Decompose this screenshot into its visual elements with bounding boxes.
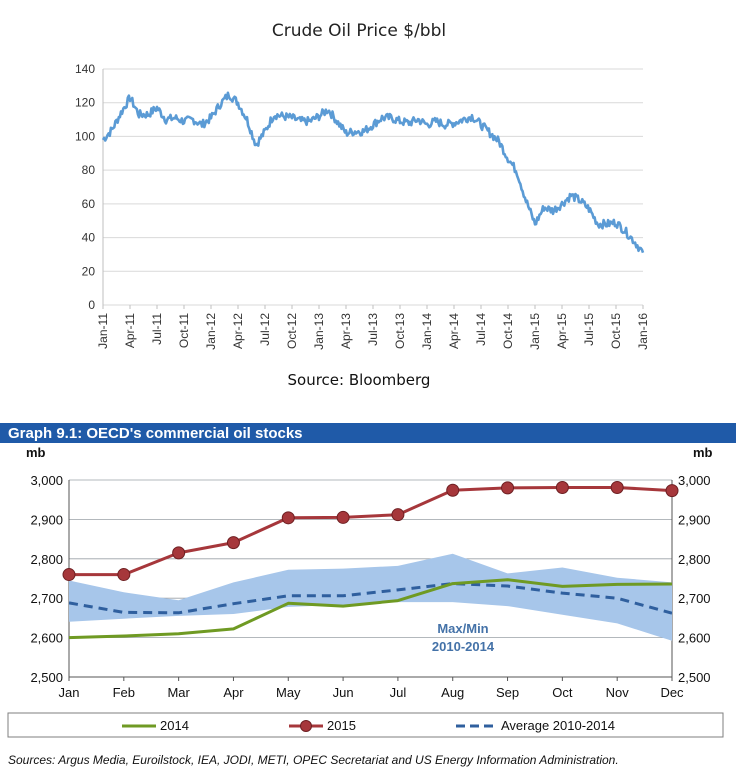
c2-x-tick-label: Dec xyxy=(660,685,684,700)
legend-label-average: Average 2010-2014 xyxy=(501,718,615,733)
c2-x-tick-label: Mar xyxy=(167,685,190,700)
crude-oil-price-line xyxy=(101,91,645,254)
series-marker-2015 xyxy=(226,536,240,550)
c1-x-tick-label: Apr-13 xyxy=(339,313,353,349)
series-marker-2015 xyxy=(555,480,569,494)
c1-y-tick-label: 100 xyxy=(75,129,95,143)
c2-left-tick-label: 3,000 xyxy=(30,473,63,488)
c1-x-tick-label: Oct-13 xyxy=(393,313,407,349)
band-label-line2: 2010-2014 xyxy=(432,639,495,654)
c1-x-tick-label: Jul-15 xyxy=(582,313,596,346)
c1-x-tick-label: Jul-13 xyxy=(366,313,380,346)
oecd-left-y-axis: 2,500 2,600 2,700 2,800 2,900 3,000 xyxy=(30,473,63,685)
c2-x-tick-label: Jun xyxy=(333,685,354,700)
series-marker-2015 xyxy=(446,483,460,497)
c2-left-tick-label: 2,500 xyxy=(30,670,63,685)
c1-y-tick-label: 120 xyxy=(75,96,95,110)
legend-marker-2015 xyxy=(300,720,312,732)
c1-x-tick-label: Oct-11 xyxy=(177,313,191,348)
c2-x-tick-label: Nov xyxy=(606,685,630,700)
crude-oil-x-axis: Jan-11 Apr-11 Jul-11 Oct-11 Jan-12 Apr-12 Jul-… xyxy=(96,305,650,350)
c1-x-tick-label: Jul-14 xyxy=(474,313,488,346)
c1-y-tick-label: 40 xyxy=(82,231,96,245)
oecd-source-note: Sources: Argus Media, Euroilstock, IEA, … xyxy=(8,753,619,767)
series-marker-2015 xyxy=(336,510,350,524)
c2-x-tick-label: Jul xyxy=(390,685,407,700)
c1-x-tick-label: Jul-12 xyxy=(258,313,272,346)
crude-oil-chart: Crude Oil Price $/bbl 0 20 40 60 80 100 120 140… xyxy=(75,21,650,389)
c2-left-tick-label: 2,700 xyxy=(30,591,63,606)
band-label-line1: Max/Min xyxy=(437,621,488,636)
crude-oil-y-axis: 0 20 40 60 80 100 120 140 xyxy=(75,62,95,312)
c2-right-tick-label: 2,800 xyxy=(678,552,711,567)
c2-x-tick-label: Jan xyxy=(59,685,80,700)
c1-y-tick-label: 80 xyxy=(82,163,96,177)
oecd-chart-title: Graph 9.1: OECD's commercial oil stocks xyxy=(8,425,303,442)
c1-y-tick-label: 60 xyxy=(82,197,96,211)
c2-x-tick-label: Feb xyxy=(113,685,135,700)
c1-x-tick-label: Apr-12 xyxy=(231,313,245,349)
c2-left-tick-label: 2,900 xyxy=(30,512,63,527)
c1-x-tick-label: Jul-11 xyxy=(150,313,164,345)
c1-x-tick-label: Jan-12 xyxy=(204,313,218,350)
c2-left-tick-label: 2,800 xyxy=(30,552,63,567)
series-marker-2015 xyxy=(117,568,131,582)
c1-x-tick-label: Jan-11 xyxy=(96,313,110,349)
crude-oil-source: Source: Bloomberg xyxy=(288,371,431,389)
oecd-x-axis: Jan Feb Mar Apr May Jun Jul Aug Sep Oct Nov Dec xyxy=(59,677,684,700)
crude-oil-chart-title: Crude Oil Price $/bbl xyxy=(272,21,446,41)
series-line-2014 xyxy=(68,578,673,640)
c1-x-tick-label: Apr-11 xyxy=(123,313,137,348)
c1-y-tick-label: 20 xyxy=(82,264,96,278)
c2-x-tick-label: Oct xyxy=(552,685,573,700)
series-line-average-2010-2014 xyxy=(68,582,673,615)
series-marker-2015 xyxy=(665,484,679,498)
oecd-gridlines xyxy=(68,479,673,678)
left-axis-unit: mb xyxy=(26,445,46,460)
c1-x-tick-label: Oct-15 xyxy=(609,313,623,349)
c2-right-tick-label: 2,500 xyxy=(678,670,711,685)
c1-x-tick-label: Apr-15 xyxy=(555,313,569,349)
crude-oil-gridlines xyxy=(102,68,643,306)
c1-x-tick-label: Oct-12 xyxy=(285,313,299,349)
series-marker-2015 xyxy=(62,568,76,582)
c2-x-tick-label: Aug xyxy=(441,685,464,700)
c2-x-tick-label: Sep xyxy=(496,685,519,700)
series-marker-2015 xyxy=(172,546,186,560)
legend-label-2015: 2015 xyxy=(327,718,356,733)
oecd-series xyxy=(62,480,679,640)
graph-title-banner xyxy=(0,423,736,443)
series-marker-2015 xyxy=(391,508,405,522)
legend-box xyxy=(7,712,724,738)
oecd-stocks-chart: Graph 9.1: OECD's commercial oil stocks … xyxy=(0,423,736,767)
c1-x-tick-label: Jan-16 xyxy=(636,313,650,350)
c1-x-tick-label: Oct-14 xyxy=(501,313,515,349)
c2-right-tick-label: 3,000 xyxy=(678,473,711,488)
series-marker-2015 xyxy=(281,511,295,525)
max-min-band xyxy=(69,553,672,641)
series-line-2015 xyxy=(69,486,673,577)
c2-right-tick-label: 2,600 xyxy=(678,631,711,646)
c1-y-tick-label: 140 xyxy=(75,62,95,76)
c2-right-tick-label: 2,900 xyxy=(678,512,711,527)
c2-x-tick-label: Apr xyxy=(223,685,244,700)
c2-right-tick-label: 2,700 xyxy=(678,591,711,606)
series-marker-2015 xyxy=(610,480,624,494)
c1-x-tick-label: Jan-13 xyxy=(312,313,326,350)
c2-left-tick-label: 2,600 xyxy=(30,631,63,646)
series-marker-2015 xyxy=(501,481,515,495)
oecd-legend: 2014 2015 Average 2010-2014 xyxy=(7,712,724,738)
c1-x-tick-label: Apr-14 xyxy=(447,313,461,349)
c1-x-tick-label: Jan-14 xyxy=(420,313,434,350)
oecd-right-y-axis: 2,500 2,600 2,700 2,800 2,900 3,000 xyxy=(678,473,711,685)
right-axis-unit: mb xyxy=(693,445,713,460)
c1-y-tick-label: 0 xyxy=(88,298,95,312)
c2-x-tick-label: May xyxy=(276,685,301,700)
legend-label-2014: 2014 xyxy=(160,718,189,733)
c1-x-tick-label: Jan-15 xyxy=(528,313,542,350)
